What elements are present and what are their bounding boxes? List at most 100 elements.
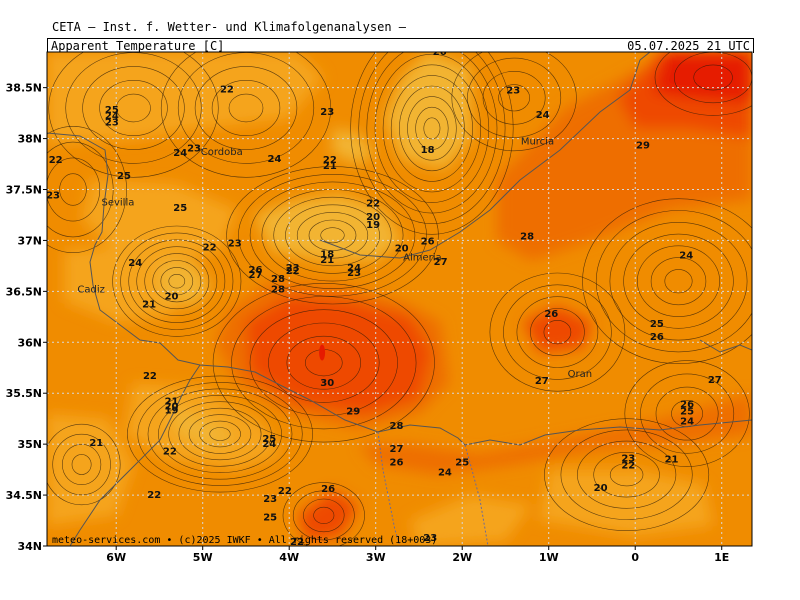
- contour-label: 24: [128, 258, 142, 269]
- contour-label: 20: [395, 244, 409, 255]
- contour-label: 22: [163, 446, 177, 457]
- lon-tick-label: 6W: [106, 551, 126, 564]
- contour-label: 20: [165, 291, 179, 302]
- lat-tick-label: 35.5N: [6, 387, 42, 400]
- latitude-axis: 38.5N 38N 37.5N 37N 36.5N 36N 35.5N 35N 34.5N 34N: [6, 82, 47, 553]
- contour-label: 23: [320, 107, 334, 118]
- contour-label: 21: [323, 161, 337, 172]
- valid-time-label: 05.07.2025 21 UTC: [627, 39, 750, 53]
- contour-label: 29: [636, 141, 650, 152]
- lon-tick-label: 2W: [452, 551, 472, 564]
- contour-label: 24: [268, 154, 282, 165]
- contour-label: 21: [142, 300, 156, 311]
- contour-label: 21: [320, 255, 334, 266]
- lat-tick-label: 38N: [17, 133, 42, 146]
- contour-label: 25: [650, 319, 664, 330]
- contour-label: 19: [165, 406, 179, 417]
- contour-label: 25: [263, 512, 277, 523]
- contour-label: 26: [421, 236, 435, 247]
- contour-label: 24: [105, 111, 119, 122]
- isotherm-lines: [47, 52, 752, 546]
- city-label: Murcia: [521, 137, 554, 148]
- contour-label: 23: [347, 268, 361, 279]
- lon-tick-label: 3W: [366, 551, 386, 564]
- contour-label: 23: [187, 144, 201, 155]
- contour-label: 22: [143, 371, 157, 382]
- contour-label: 20: [366, 212, 380, 223]
- contour-label: 28: [271, 284, 285, 295]
- longitude-axis: 6W 5W 4W 3W 2W 1W 0 1E: [106, 546, 729, 564]
- lon-tick-label: 1E: [714, 551, 729, 564]
- lat-tick-label: 34N: [17, 540, 42, 553]
- map-frame: [46, 51, 753, 547]
- contour-label: 26: [321, 484, 335, 495]
- contour-label: 22: [290, 537, 304, 548]
- contour-label: 30: [320, 378, 334, 389]
- contour-label: 22: [203, 243, 217, 254]
- lon-tick-label: 4W: [279, 551, 299, 564]
- contour-label: 26: [680, 399, 694, 410]
- lat-tick-label: 37N: [17, 234, 42, 247]
- contour-label: 20: [594, 483, 608, 494]
- contour-label: 28: [390, 421, 404, 432]
- contour-label: 22: [278, 486, 292, 497]
- contour-label: 22: [220, 85, 234, 96]
- lon-tick-label: 5W: [193, 551, 213, 564]
- contour-label: 22: [286, 266, 300, 277]
- contour-label: 18: [320, 250, 334, 261]
- contour-label: 24: [438, 468, 452, 479]
- contour-label: 27: [390, 444, 404, 455]
- title-bar: Apparent_Temperature [C] 05.07.2025 21 U…: [47, 38, 754, 53]
- contour-label: 23: [46, 191, 60, 202]
- contour-label: 23: [105, 117, 119, 128]
- contour-label: 25: [173, 203, 187, 214]
- contour-label: 23: [228, 238, 242, 249]
- contour-label: 27: [708, 375, 722, 386]
- city-labels: Cordoba Sevilla Cadiz Almeria Murcia Oran: [77, 137, 592, 380]
- contour-label: 22: [366, 199, 380, 210]
- city-label: Cordoba: [201, 147, 243, 158]
- contour-label: 19: [366, 220, 380, 231]
- source-title: CETA — Inst. f. Wetter- und Klimafolgena…: [52, 20, 407, 34]
- lat-tick-label: 36.5N: [6, 285, 42, 298]
- contour-label: 22: [49, 155, 63, 166]
- contour-label: 25: [680, 407, 694, 418]
- lat-tick-label: 34.5N: [6, 489, 42, 502]
- heat-core: [319, 344, 326, 361]
- contour-label: 20: [165, 401, 179, 412]
- contour-label: 22: [147, 490, 161, 501]
- contour-label: 24: [347, 263, 361, 274]
- coastline: [47, 52, 752, 546]
- lat-tick-label: 37.5N: [6, 184, 42, 197]
- contour-label: 25: [455, 457, 469, 468]
- lat-tick-label: 38.5N: [6, 82, 42, 95]
- contour-label: 21: [165, 396, 179, 407]
- contour-label: 24: [262, 439, 276, 450]
- footer-credit: meteo-services.com • (c)2025 IWKF • All …: [52, 535, 437, 546]
- contour-label: 21: [665, 454, 679, 465]
- contour-label: 28: [271, 274, 285, 285]
- contour-label: 26: [433, 47, 447, 58]
- contour-label: 27: [249, 270, 263, 281]
- lat-tick-label: 36N: [17, 336, 42, 349]
- contour-label: 26: [650, 332, 664, 343]
- contour-label: 23: [423, 533, 437, 544]
- city-label: Sevilla: [101, 198, 134, 209]
- contour-label: 27: [535, 376, 549, 387]
- contour-label: 26: [390, 457, 404, 468]
- lon-tick-label: 1W: [539, 551, 559, 564]
- contour-label: 26: [544, 309, 558, 320]
- city-label: Almeria: [403, 253, 442, 264]
- contour-label: 23: [621, 453, 635, 464]
- contour-label: 24: [679, 251, 693, 262]
- contour-label: 18: [421, 145, 435, 156]
- contour-label: 24: [173, 148, 187, 159]
- contour-label: 22: [323, 155, 337, 166]
- contour-label: 26: [249, 265, 263, 276]
- contour-label: 25: [117, 171, 131, 182]
- contour-label: 28: [520, 231, 534, 242]
- contour-label: 23: [506, 86, 520, 97]
- lat-lon-grid: [47, 52, 752, 546]
